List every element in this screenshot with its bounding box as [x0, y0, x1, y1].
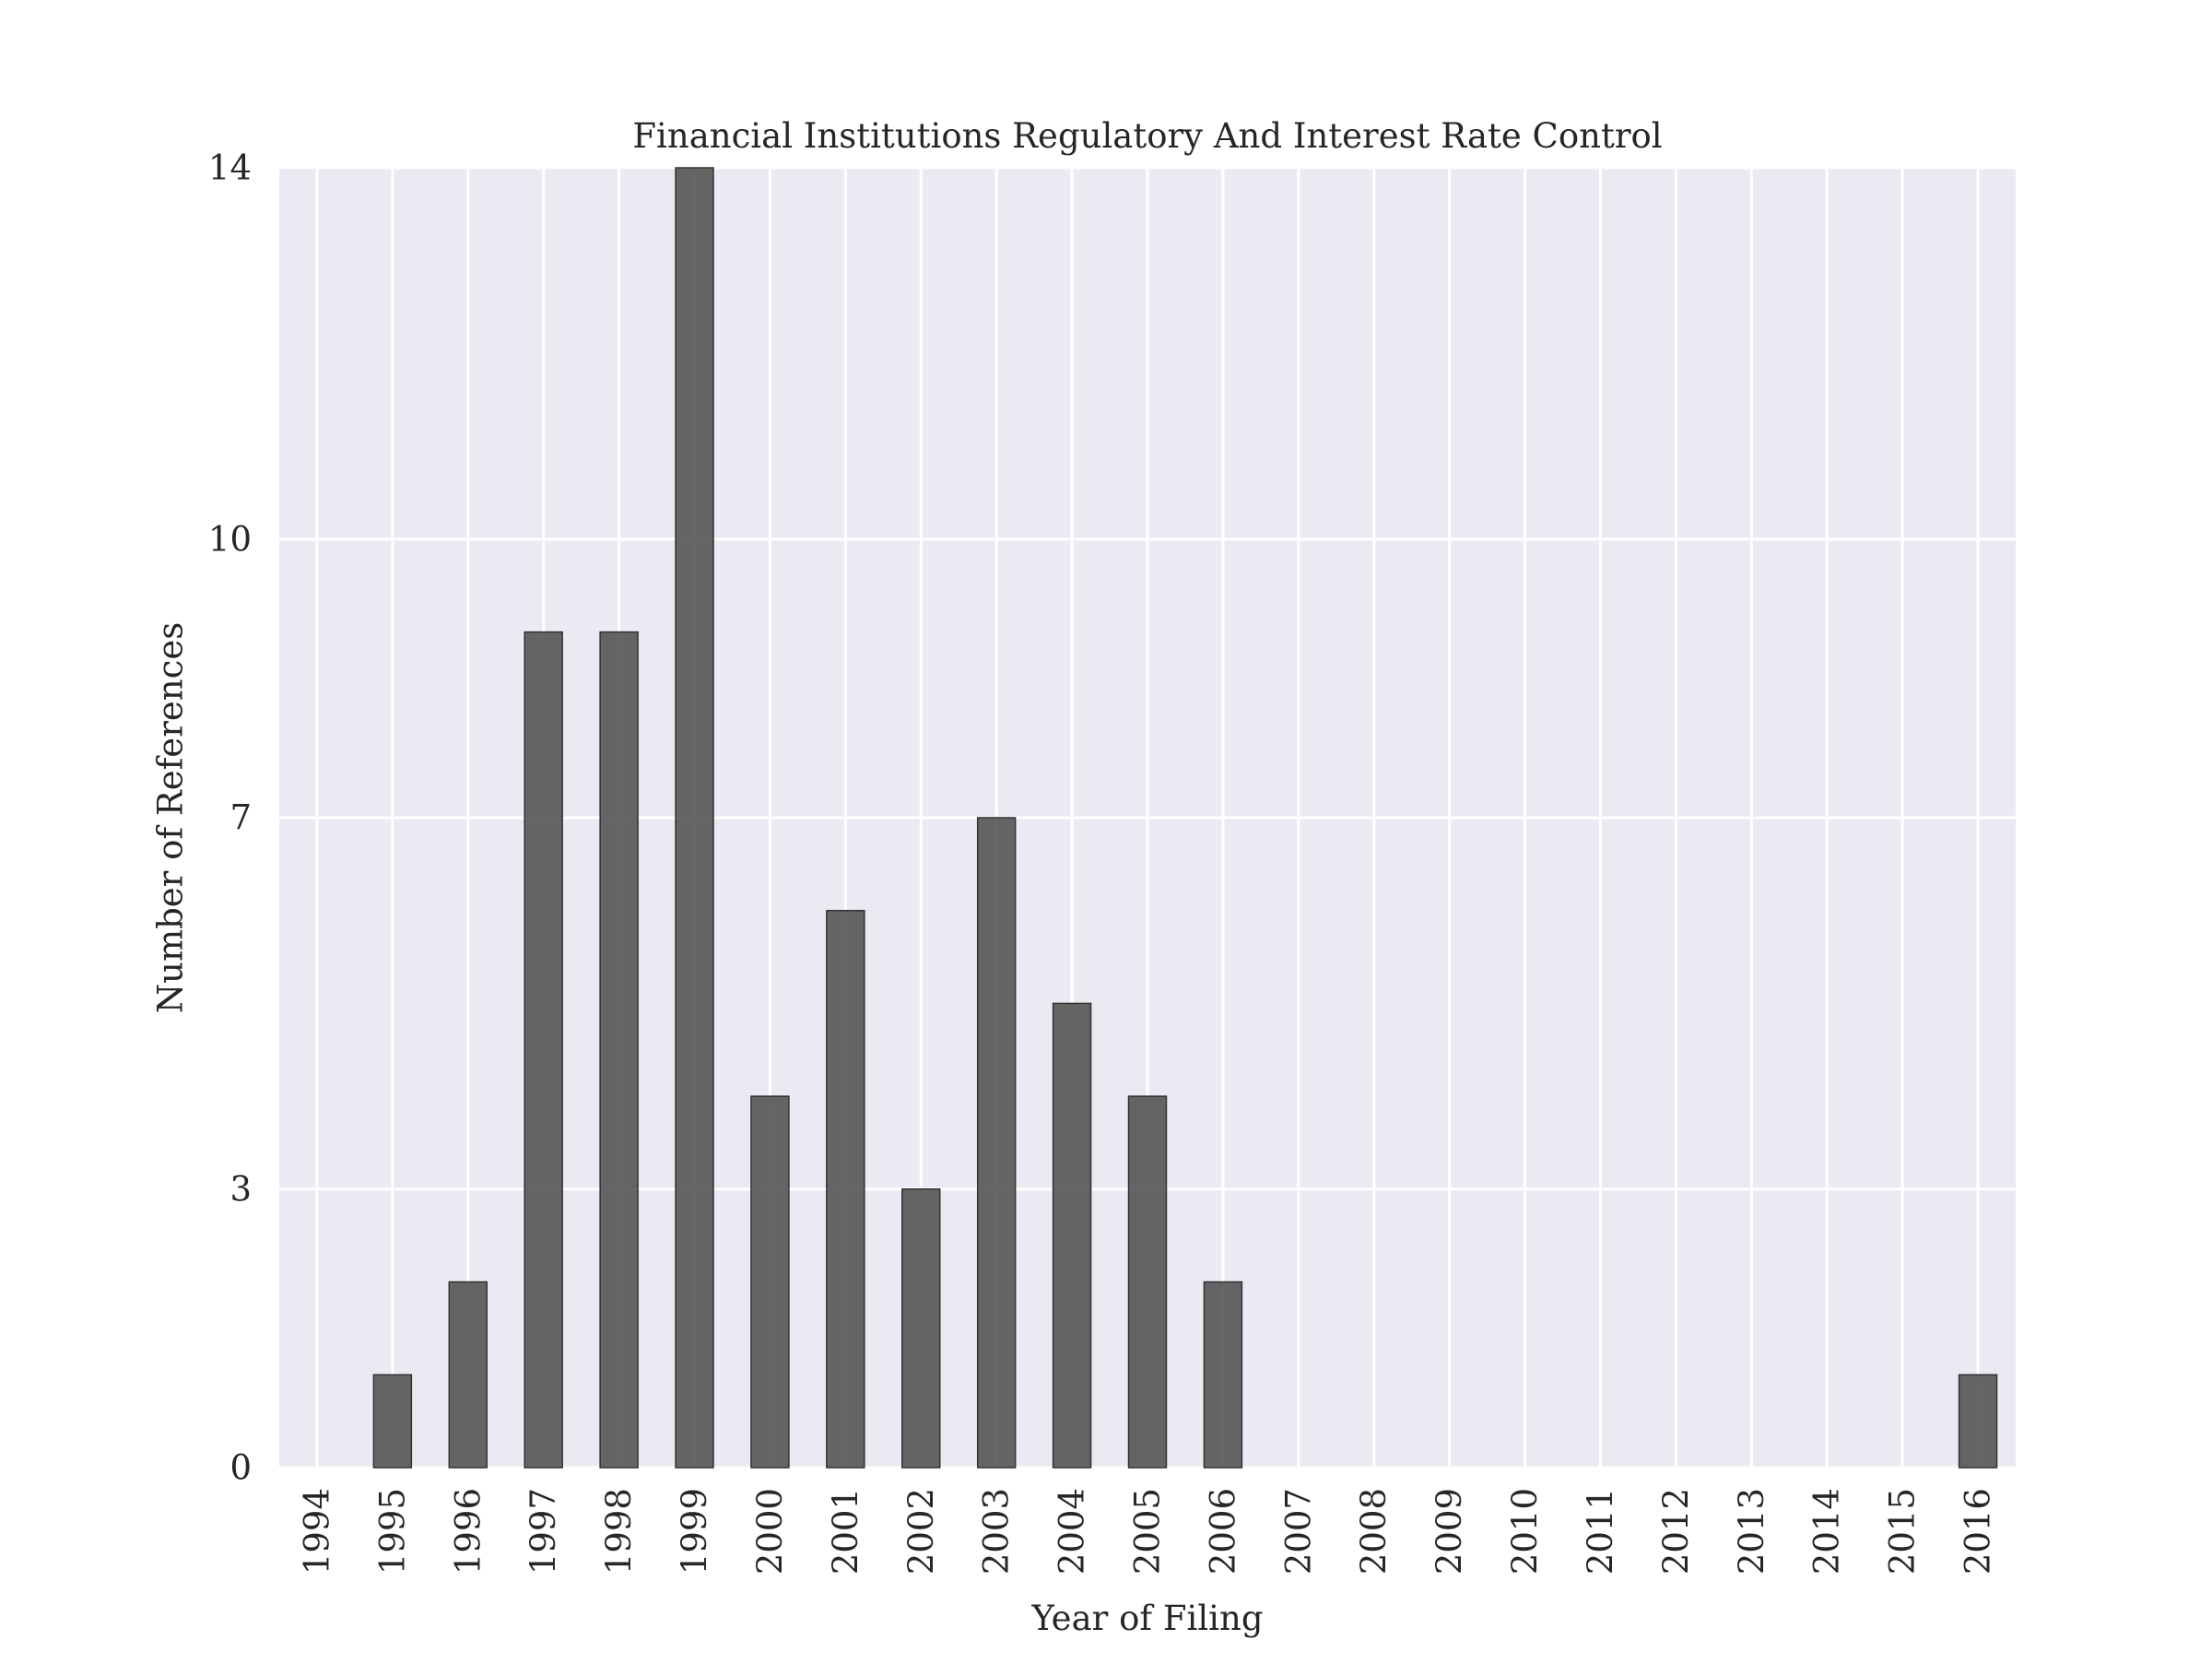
x-tick-label: 2016	[1959, 1488, 1998, 1575]
x-tick-label: 2002	[901, 1488, 941, 1575]
x-tick-label: 2003	[977, 1488, 1017, 1575]
x-tick-label: 2001	[826, 1488, 865, 1575]
bar-1997	[524, 631, 563, 1469]
bars	[372, 167, 1998, 1469]
x-tick-label: 2005	[1128, 1488, 1168, 1575]
bar-2006	[1203, 1280, 1243, 1469]
y-tick-label: 14	[208, 148, 252, 188]
x-tick-label: 2009	[1430, 1488, 1469, 1575]
x-tick-label: 2015	[1883, 1488, 1923, 1575]
y-tick-label: 10	[208, 519, 252, 559]
bar-2000	[750, 1095, 790, 1469]
bar-1995	[372, 1374, 413, 1469]
x-tick-label: 2010	[1505, 1488, 1545, 1575]
y-tick-label: 7	[229, 798, 252, 838]
bar-2001	[826, 909, 865, 1469]
x-tick-label: 1995	[372, 1488, 412, 1575]
y-axis-ticks: 0 3 7 10 14	[208, 148, 252, 1488]
x-tick-label: 2011	[1581, 1488, 1620, 1575]
x-tick-label: 2006	[1203, 1488, 1242, 1575]
x-tick-label: 1998	[599, 1488, 639, 1575]
x-tick-label: 2000	[750, 1488, 790, 1575]
bar-2002	[901, 1188, 941, 1469]
bar-1999	[675, 167, 714, 1469]
bar-1998	[599, 631, 639, 1469]
x-tick-label: 2014	[1807, 1488, 1847, 1575]
chart-title: Financial Institutions Regulatory And In…	[632, 116, 1662, 156]
y-tick-label: 3	[229, 1169, 252, 1209]
bar-2016	[1958, 1374, 1998, 1469]
x-tick-label: 2013	[1732, 1488, 1771, 1575]
y-axis-label: Number of References	[151, 622, 191, 1013]
bar-1996	[448, 1280, 488, 1469]
x-tick-label: 2012	[1656, 1488, 1696, 1575]
x-tick-label: 2007	[1278, 1488, 1318, 1575]
bar-2004	[1052, 1002, 1092, 1469]
y-tick-label: 0	[229, 1448, 252, 1488]
x-tick-label: 1994	[297, 1488, 336, 1575]
x-axis-label: Year of Filing	[1030, 1599, 1263, 1638]
x-tick-label: 2008	[1354, 1488, 1394, 1575]
x-axis-ticks: 1994 1995 1996 1997 1998 1999 2000 2001 2002 2003…	[297, 1488, 1997, 1575]
x-tick-label: 1999	[675, 1488, 714, 1575]
x-tick-label: 2004	[1053, 1488, 1092, 1575]
x-tick-label: 1997	[524, 1488, 563, 1575]
x-tick-label: 1996	[448, 1488, 488, 1575]
bar-2005	[1127, 1095, 1168, 1469]
bar-2003	[976, 817, 1017, 1469]
